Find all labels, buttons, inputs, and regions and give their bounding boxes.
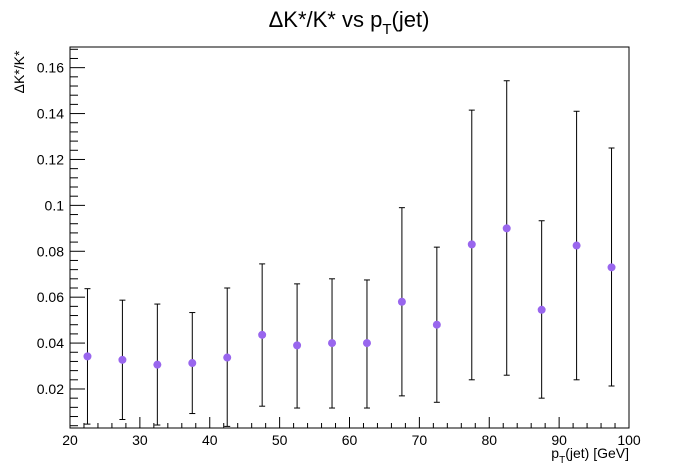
data-point bbox=[397, 297, 406, 306]
data-point bbox=[258, 330, 267, 339]
x-tick-label: 50 bbox=[272, 432, 288, 448]
x-tick-label: 80 bbox=[481, 432, 497, 448]
chart-title-subscript: T bbox=[382, 21, 391, 38]
data-point bbox=[83, 352, 92, 361]
y-tick-label: 0.14 bbox=[37, 106, 64, 122]
y-tick-label: 0.06 bbox=[37, 289, 64, 305]
y-tick-label: 0.08 bbox=[37, 243, 64, 259]
chart-title-main: ΔK*/K* vs p bbox=[269, 7, 383, 32]
x-axis-label-subscript: T bbox=[559, 455, 565, 466]
data-point bbox=[188, 359, 197, 368]
plot-frame bbox=[69, 46, 630, 429]
x-tick-label: 60 bbox=[342, 432, 358, 448]
x-tick-label: 100 bbox=[617, 432, 641, 448]
data-point bbox=[467, 240, 476, 249]
data-point bbox=[362, 339, 371, 348]
data-point bbox=[572, 241, 581, 250]
y-tick-label: 0.1 bbox=[45, 197, 65, 213]
x-tick-label: 20 bbox=[62, 432, 78, 448]
x-tick-label: 30 bbox=[132, 432, 148, 448]
x-tick-label: 90 bbox=[551, 432, 567, 448]
y-axis-label: ΔK*/K* bbox=[11, 50, 27, 93]
data-point bbox=[432, 320, 441, 329]
data-point bbox=[293, 341, 302, 350]
data-point bbox=[118, 355, 127, 364]
y-tick-label: 0.16 bbox=[37, 60, 64, 76]
data-point bbox=[607, 263, 616, 272]
data-point bbox=[328, 339, 337, 348]
data-point bbox=[502, 224, 511, 233]
data-markers bbox=[83, 224, 616, 369]
x-axis-label-tail: (jet) [GeV] bbox=[565, 445, 629, 461]
x-axis-label: pT(jet) [GeV] bbox=[551, 445, 629, 466]
axes: 20 30 40 50 60 70 80 90 100 0.02 0.04 0.06 0.08 0.1 0.… bbox=[37, 48, 641, 448]
data-point bbox=[223, 353, 232, 362]
x-tick-label: 40 bbox=[202, 432, 218, 448]
error-bars bbox=[84, 80, 615, 427]
x-axis-label-main: p bbox=[551, 445, 559, 461]
data-point bbox=[153, 360, 162, 369]
y-tick-label: 0.12 bbox=[37, 151, 64, 167]
y-tick-label: 0.04 bbox=[37, 335, 64, 351]
chart-title-tail: (jet) bbox=[392, 7, 430, 32]
x-tick-label: 70 bbox=[412, 432, 428, 448]
data-point bbox=[537, 305, 546, 314]
y-tick-label: 0.02 bbox=[37, 381, 64, 397]
chart-title: ΔK*/K* vs pT(jet) bbox=[269, 7, 430, 38]
